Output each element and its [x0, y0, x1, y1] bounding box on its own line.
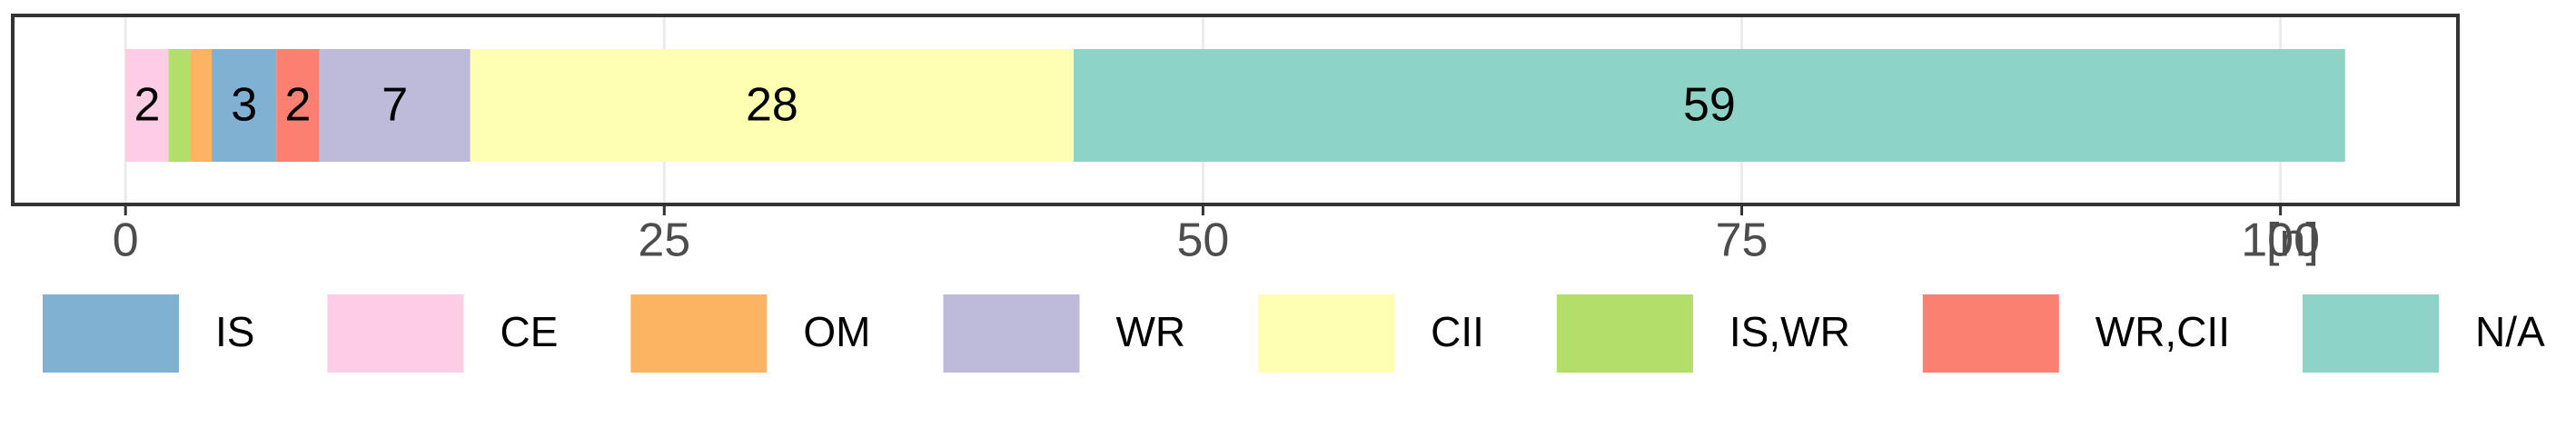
bar-segment: [125, 49, 169, 162]
data-label: 2: [285, 79, 312, 132]
bars: 2 3 2 7 28 59: [125, 49, 2345, 162]
legend-key: [1258, 294, 1395, 373]
legend-key: [630, 294, 768, 373]
legend-label: N/A: [2475, 308, 2545, 355]
legend-key: [2303, 294, 2439, 373]
legend-key: [1556, 294, 1693, 373]
x-axis: 0 25 50 75 100: [113, 204, 2320, 267]
legend-label: CII: [1431, 308, 1484, 355]
data-label: 28: [746, 79, 798, 132]
data-label: 7: [381, 79, 408, 132]
legend-key: [327, 294, 464, 373]
bar-segment: [1074, 49, 2345, 162]
legend-label: OM: [803, 308, 870, 355]
x-tick-label: 25: [638, 214, 690, 267]
x-tick-label: 100: [2241, 214, 2320, 267]
x-tick-label: 0: [113, 214, 139, 267]
x-tick-label: 75: [1716, 214, 1769, 267]
legend-key: [943, 294, 1080, 373]
bar-segment: [212, 49, 277, 162]
legend-key: [1922, 294, 2059, 373]
legend-label: WR,CII: [2095, 308, 2230, 355]
data-label: 59: [1683, 79, 1736, 132]
legend-key: [43, 294, 179, 373]
legend-label: IS: [215, 308, 254, 355]
legend-label: WR: [1115, 308, 1185, 355]
legend-label: IS,WR: [1729, 308, 1850, 355]
legend-label: CE: [500, 308, 558, 355]
legend: IS CE OM WR CII IS,WR WR,CII N/A: [43, 294, 2545, 373]
bar-segment: [168, 49, 191, 162]
data-label: 3: [231, 79, 257, 132]
bar-segment: [319, 49, 471, 162]
bar-segment: [276, 49, 320, 162]
bar-segment: [470, 49, 1075, 162]
data-label: 2: [134, 79, 160, 132]
x-tick-label: 50: [1176, 214, 1229, 267]
x-axis-label: [n]: [2266, 214, 2319, 267]
bar-segment: [190, 49, 213, 162]
